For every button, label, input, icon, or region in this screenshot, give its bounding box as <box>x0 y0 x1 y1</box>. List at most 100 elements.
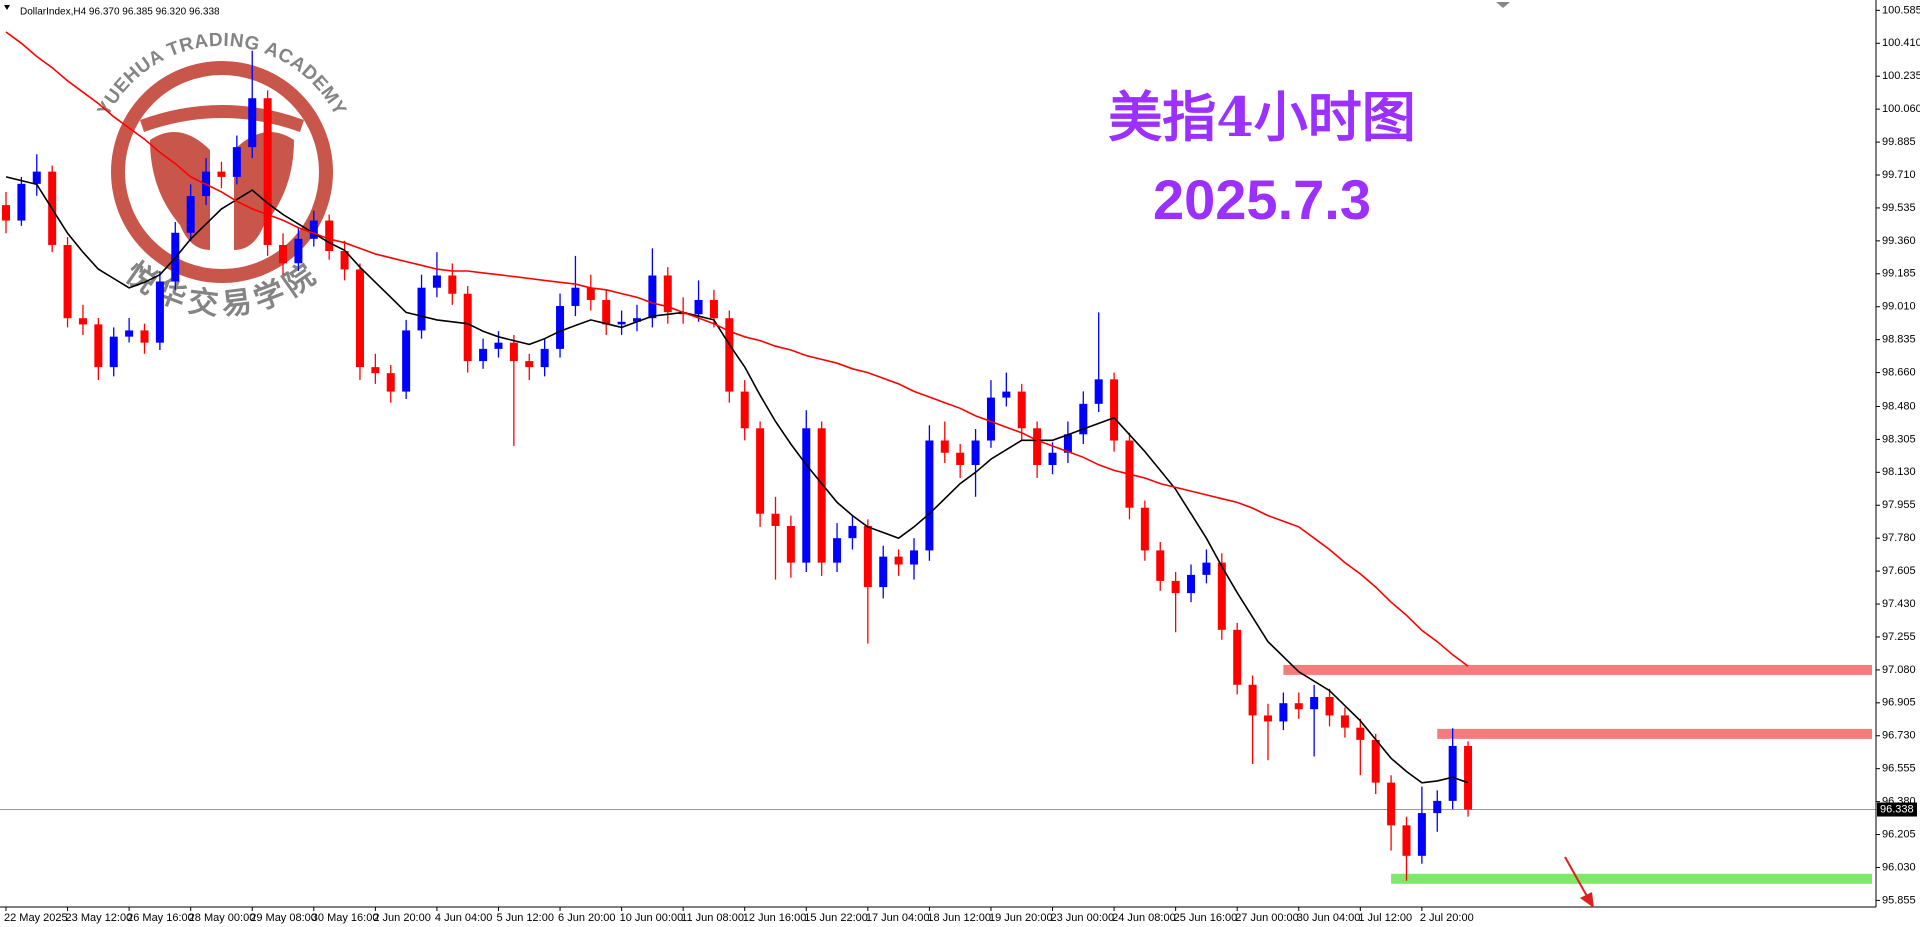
x-tick-label: 18 Jun 12:00 <box>927 912 991 924</box>
candle-body <box>125 330 134 337</box>
y-tick-label: 96.905 <box>1882 697 1916 709</box>
candle-body <box>155 281 164 343</box>
candle-body <box>63 245 72 319</box>
candle-body <box>463 293 472 362</box>
y-tick-label: 98.835 <box>1882 334 1916 346</box>
plot-area <box>0 31 1876 884</box>
y-tick-label: 100.235 <box>1882 70 1920 82</box>
candle-body <box>617 321 626 325</box>
header: DollarIndex,H4 96.370 96.385 96.320 96.3… <box>20 7 220 18</box>
x-tick-label: 22 May 2025 <box>4 912 68 924</box>
candle-body <box>1233 629 1242 685</box>
x-tick-label: 1 Jul 12:00 <box>1358 912 1412 924</box>
candle-body <box>448 275 457 294</box>
candle-body <box>1048 452 1057 465</box>
candle-body <box>494 342 503 349</box>
y-tick-label: 99.360 <box>1882 235 1916 247</box>
arrow-head <box>1580 892 1594 908</box>
candle-body <box>1017 391 1026 429</box>
candle-body <box>1387 782 1396 826</box>
x-tick-label: 2 Jul 20:00 <box>1420 912 1474 924</box>
candle-body <box>986 397 995 441</box>
y-tick-label: 97.430 <box>1882 598 1916 610</box>
menu-triangle <box>4 5 10 10</box>
candle-body <box>1033 428 1042 465</box>
candle-body <box>1340 715 1349 728</box>
x-tick-label: 23 May 12:00 <box>66 912 133 924</box>
x-tick-label: 15 Jun 22:00 <box>804 912 868 924</box>
price-tag-label: 96.338 <box>1880 803 1914 815</box>
moving-average <box>5 176 1469 784</box>
y-tick-label: 98.480 <box>1882 400 1916 412</box>
candle-body <box>956 452 965 465</box>
candle-body <box>432 275 441 288</box>
y-tick-label: 99.185 <box>1882 268 1916 280</box>
logo-ring <box>111 61 333 283</box>
x-tick-label: 5 Jun 12:00 <box>496 912 553 924</box>
x-tick-label: 28 May 00:00 <box>189 912 256 924</box>
candle-body <box>1002 391 1011 398</box>
y-tick-label: 100.585 <box>1882 4 1920 16</box>
candle-body <box>1217 562 1226 630</box>
candle-body <box>32 171 41 184</box>
candle-body <box>1140 507 1149 551</box>
y-tick-label: 99.710 <box>1882 169 1916 181</box>
candle-body <box>294 238 303 264</box>
candle-body <box>309 220 318 239</box>
candle-body <box>694 299 703 315</box>
candle-body <box>971 440 980 465</box>
candle-body <box>509 342 518 362</box>
candle-body <box>1294 703 1303 710</box>
candle-body <box>1094 379 1103 404</box>
candle-body <box>771 513 780 526</box>
candle-body <box>1202 562 1211 575</box>
candle-body <box>894 556 903 565</box>
y-tick-label: 96.030 <box>1882 861 1916 873</box>
candle-body <box>1371 739 1380 783</box>
y-tick-label: 96.730 <box>1882 730 1916 742</box>
candle-body <box>1248 684 1257 716</box>
candle-body <box>1079 403 1088 435</box>
candle-body <box>1402 825 1411 856</box>
y-tick-label: 98.660 <box>1882 366 1916 378</box>
candle-body <box>1310 696 1319 710</box>
candle-body <box>232 147 241 177</box>
x-tick-label: 27 Jun 00:00 <box>1235 912 1299 924</box>
candle-body <box>279 245 288 264</box>
x-tick-label: 30 Jun 04:00 <box>1297 912 1361 924</box>
candle-body <box>371 367 380 374</box>
y-tick-label: 97.255 <box>1882 631 1916 643</box>
level-zone <box>1283 664 1872 675</box>
price-tag <box>1877 802 1917 817</box>
candle-body <box>1263 715 1272 722</box>
candle-body <box>1464 745 1473 810</box>
y-tick-label: 97.080 <box>1882 664 1916 676</box>
y-tick-label: 96.555 <box>1882 763 1916 775</box>
candle-body <box>802 428 811 563</box>
candle-body <box>848 525 857 539</box>
candle-body <box>756 428 765 514</box>
candle-body <box>248 98 257 148</box>
candle-body <box>417 287 426 331</box>
y-tick-label: 98.305 <box>1882 433 1916 445</box>
candle-body <box>879 556 888 588</box>
candle-body <box>17 183 26 221</box>
candle-body <box>355 269 364 368</box>
x-tick-label: 23 Jun 00:00 <box>1051 912 1115 924</box>
candle-body <box>94 324 103 368</box>
candle-body <box>602 299 611 325</box>
candle-body <box>556 305 565 349</box>
candle-body <box>1187 574 1196 594</box>
candle-body <box>1433 800 1442 814</box>
x-tick-label: 30 May 16:00 <box>312 912 379 924</box>
candle-body <box>863 525 872 588</box>
candle-body <box>479 348 488 362</box>
candle-body <box>386 373 395 392</box>
candle-body <box>340 251 349 270</box>
candle-body <box>1279 703 1288 722</box>
shift-marker <box>1496 2 1510 8</box>
candle-body <box>1325 696 1334 716</box>
candle-body <box>78 318 87 325</box>
candle-body <box>632 318 641 322</box>
